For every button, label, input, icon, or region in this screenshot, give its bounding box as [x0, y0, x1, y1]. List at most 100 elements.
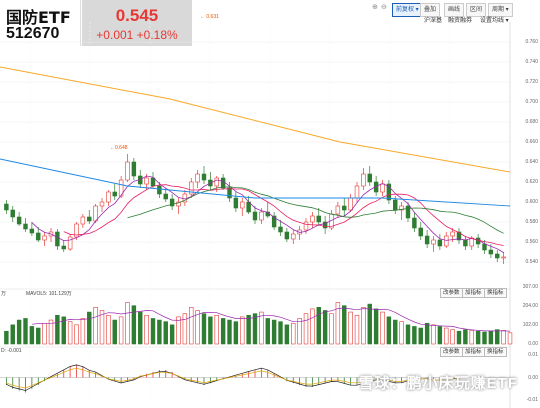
security-code: 512670 [6, 25, 60, 42]
candle-body [284, 231, 290, 240]
candle-body [67, 236, 73, 250]
candle-body [201, 173, 207, 181]
price-axis-label: 0.680 [525, 119, 538, 125]
volume-bar [265, 318, 270, 345]
current-price: 0.545 [115, 6, 159, 25]
volume-bar [36, 327, 41, 345]
volume-bar [278, 321, 283, 345]
volume-bar [227, 319, 232, 345]
candle-body [431, 239, 436, 245]
volume-bar [329, 313, 334, 345]
volume-bar [482, 331, 487, 345]
volume-bar [444, 327, 449, 345]
volume-bar [469, 330, 474, 345]
top-marker-value: 0.631 [206, 14, 219, 20]
volume-bar [450, 329, 455, 345]
volume-axis-label: 0.00 [528, 341, 538, 347]
volume-panel-button-0[interactable]: 改参数 [440, 288, 463, 298]
macd-panel-button-1[interactable]: 加指标 [462, 347, 485, 357]
volume-bar [367, 303, 372, 345]
volume-bar [437, 326, 443, 345]
toolbar-button-1[interactable]: 叠加 [420, 3, 441, 17]
candle-body [214, 177, 219, 187]
volume-bar [74, 324, 79, 345]
candle-body [163, 193, 168, 200]
volume-bar [23, 318, 28, 345]
volume-bar [501, 330, 506, 345]
zoom-in-icon[interactable]: ⊕ [372, 4, 378, 11]
volume-bar [55, 314, 60, 345]
macd-panel-button-0[interactable]: 改参数 [440, 347, 463, 357]
toolbar-button-4[interactable]: 周期 ▾ [488, 3, 513, 17]
candle-body [488, 249, 494, 255]
zoom-out-icon[interactable]: ⊖ [381, 4, 387, 11]
volume-bar [80, 318, 86, 345]
subtoolbar-item-0[interactable]: 沪深基 [424, 18, 443, 24]
price-axis-label: 0.540 [525, 259, 538, 265]
subtoolbar-item-1[interactable]: 融资融券 [448, 18, 473, 24]
volume-bar [240, 316, 245, 345]
candle-body [424, 235, 430, 245]
ma10-line [63, 184, 504, 246]
volume-bar [322, 310, 328, 345]
candle-body [195, 173, 200, 183]
volume-bar [131, 305, 137, 345]
volume-bar [99, 310, 105, 345]
candle-body [240, 201, 245, 209]
volume-bar [393, 319, 398, 345]
candle-body [125, 161, 130, 181]
candle-body [99, 201, 105, 207]
candle-body [335, 205, 341, 215]
candle-body [112, 191, 117, 197]
candle-body [189, 181, 194, 195]
volume-bar [475, 330, 481, 345]
volume-unit: 万 [1, 291, 7, 297]
volume-bar [150, 318, 156, 345]
candle-body [380, 183, 385, 193]
candle-body [220, 177, 226, 189]
volume-bar [463, 329, 468, 345]
price-axis-label: 0.700 [525, 99, 538, 105]
volume-bar [61, 316, 66, 345]
candle-body [55, 231, 60, 247]
volume-bar [405, 324, 411, 345]
volume-ma-label: MAVOL5: 101.129万 [26, 291, 72, 297]
candle-body [291, 233, 296, 240]
candle-body [118, 179, 124, 197]
candle-body [23, 223, 28, 230]
arrow-left-icon: ← [110, 145, 115, 151]
subtoolbar-item-2[interactable]: 设置均线 ▾ [480, 18, 509, 24]
macd-panel-button-2[interactable]: 换指标 [484, 347, 507, 357]
volume-bar [456, 330, 462, 345]
volume-bar [67, 321, 73, 345]
macd-label: D: -0.001 [1, 348, 22, 354]
volume-bar [118, 316, 124, 345]
volume-bar [424, 322, 430, 345]
arrow-left-icon: ← [200, 14, 205, 20]
volume-panel-button-1[interactable]: 加指标 [462, 288, 485, 298]
volume-bar [4, 330, 9, 345]
volume-ma-line [31, 307, 511, 332]
candle-body [456, 231, 462, 241]
toolbar-button-0[interactable]: 前复权 ▾ [392, 3, 423, 17]
toolbar-button-2[interactable]: 画线 [444, 3, 465, 17]
volume-panel-button-2[interactable]: 换指标 [484, 288, 507, 298]
candle-body [157, 185, 162, 195]
toolbar-button-3[interactable]: 区间 [466, 3, 487, 17]
volume-bar [412, 326, 417, 345]
volume-bar [144, 314, 149, 345]
high-price-value: 0.648 [115, 145, 128, 151]
candle-body [367, 173, 372, 183]
volume-bar [431, 324, 436, 345]
candle-body [373, 181, 379, 193]
volume-bar [42, 322, 47, 345]
kline-chart[interactable] [0, 22, 540, 408]
candle-body [495, 253, 500, 259]
price-axis-label: 0.760 [525, 39, 538, 45]
security-name-block: 国防ETF 512670 [0, 0, 81, 46]
candle-body [437, 239, 443, 247]
volume-bar [342, 305, 347, 345]
volume-bar [214, 314, 219, 345]
high-price-label: ←0.648 [110, 145, 128, 151]
candle-body [463, 239, 468, 247]
